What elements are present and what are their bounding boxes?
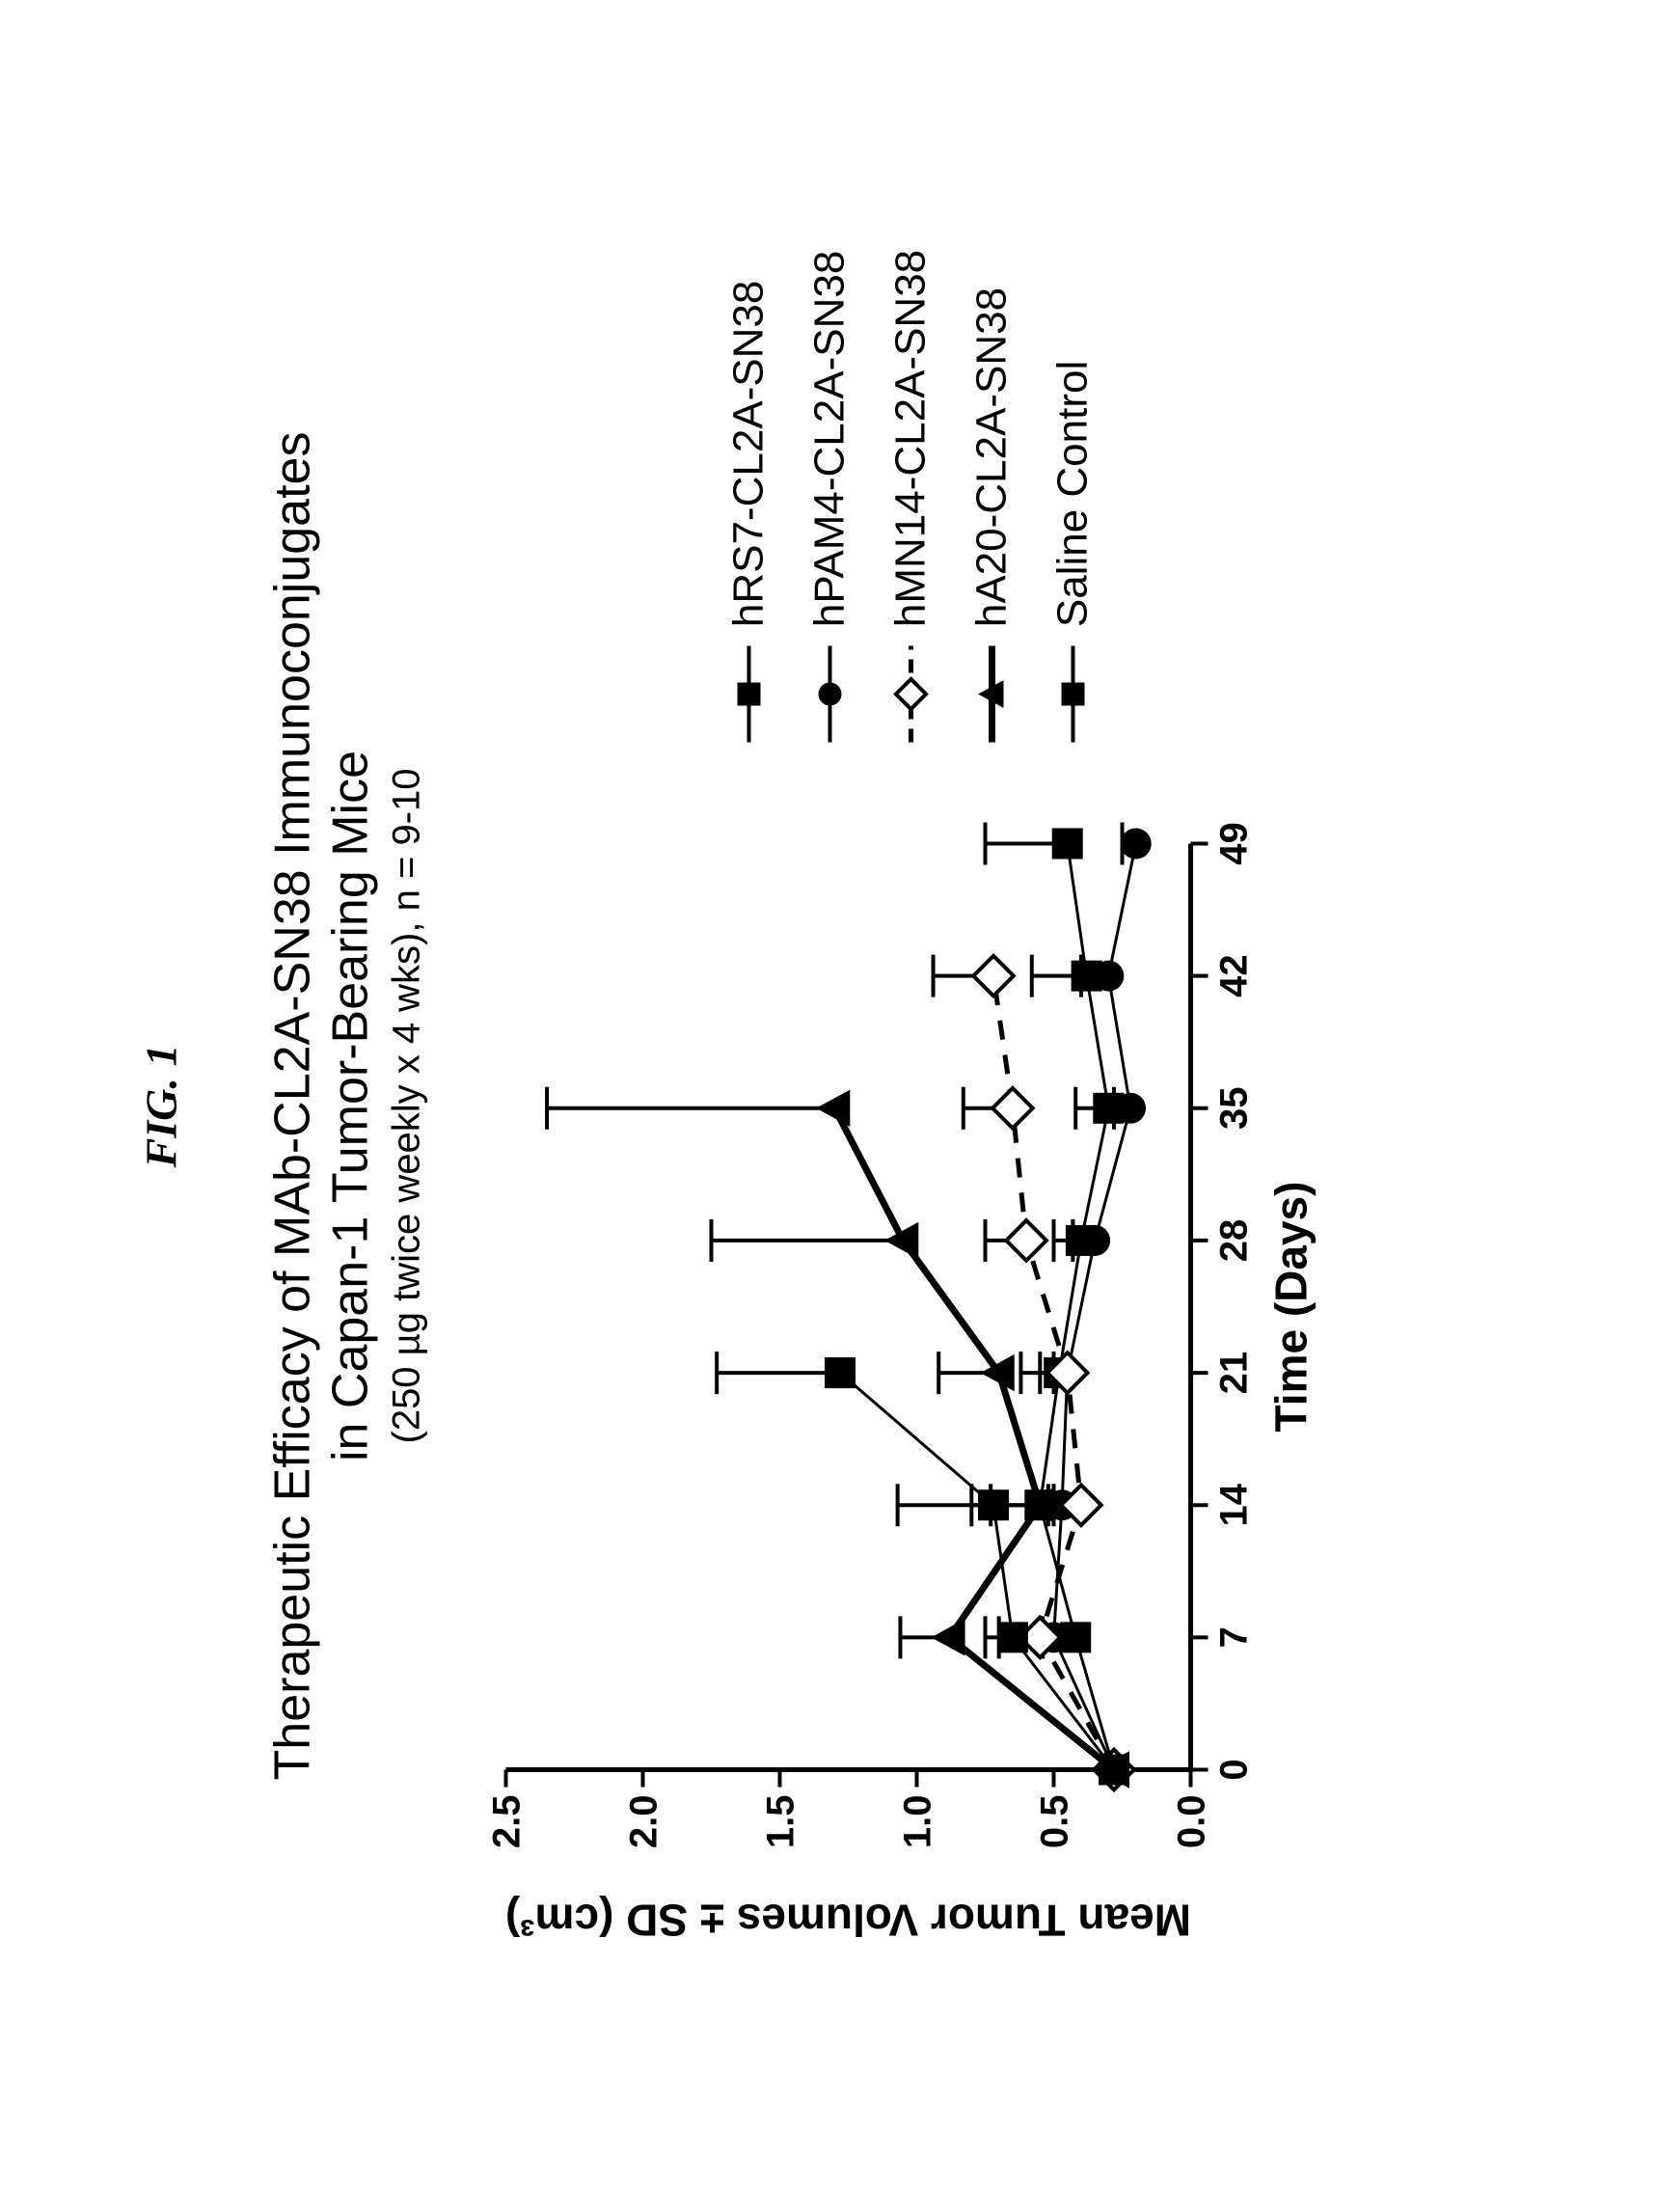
figure-label: FIG. 1: [135, 1045, 186, 1168]
legend-swatch-hPAM4: [808, 641, 851, 747]
svg-text:2.0: 2.0: [622, 1794, 665, 1848]
svg-text:28: 28: [1212, 1218, 1255, 1262]
svg-text:2.5: 2.5: [485, 1794, 528, 1848]
svg-text:1.5: 1.5: [759, 1794, 801, 1848]
chart: 0.0 0.5 1.0 1.5 2.0 2.5 0 7 14 21 28 35 42 49 Time (Da…: [476, 805, 1345, 1962]
legend-swatch-hMN14: [889, 641, 932, 747]
svg-text:49: 49: [1212, 822, 1255, 865]
plot-row: 0.0 0.5 1.0 1.5 2.0 2.5 0 7 14 21 28 35 42 49 Time (Da…: [476, 250, 1345, 1962]
svg-text:Time (Days): Time (Days): [1265, 1181, 1316, 1432]
svg-text:0.0: 0.0: [1170, 1794, 1212, 1848]
svg-text:0.5: 0.5: [1033, 1794, 1075, 1848]
series-hA20: [547, 1086, 1129, 1788]
chart-svg: 0.0 0.5 1.0 1.5 2.0 2.5 0 7 14 21 28 35 42 49 Time (Da…: [476, 805, 1345, 1962]
chart-title-line3: (250 µg twice weekly x 4 wks), n = 9-10: [385, 432, 428, 1781]
legend-swatch-hRS7: [727, 641, 770, 747]
legend-swatch-hA20: [970, 641, 1013, 747]
legend-item-hRS7: hRS7-CL2A-SN38: [724, 250, 773, 747]
svg-text:14: 14: [1212, 1483, 1255, 1526]
legend-label-hPAM4: hPAM4-CL2A-SN38: [805, 251, 854, 627]
svg-text:7: 7: [1212, 1626, 1255, 1648]
svg-text:35: 35: [1212, 1086, 1255, 1130]
svg-text:42: 42: [1212, 954, 1255, 997]
svg-text:0: 0: [1212, 1759, 1255, 1780]
legend-swatch-saline: [1051, 641, 1094, 747]
svg-text:1.0: 1.0: [896, 1794, 938, 1848]
legend-item-hA20: hA20-CL2A-SN38: [967, 250, 1016, 747]
chart-title-line2: in Capan-1 Tumor-Bearing Mice: [321, 432, 379, 1781]
svg-text:Mean Tumor Volumes ± SD (cm³): Mean Tumor Volumes ± SD (cm³): [504, 1895, 1190, 1945]
legend-item-saline: Saline Control: [1048, 250, 1097, 747]
chart-title-line1: Therapeutic Efficacy of MAb-CL2A-SN38 Im…: [263, 432, 321, 1781]
series-saline: [717, 1352, 1129, 1785]
legend-label-hA20: hA20-CL2A-SN38: [967, 287, 1016, 627]
legend-label-saline: Saline Control: [1048, 361, 1097, 627]
legend-label-hRS7: hRS7-CL2A-SN38: [724, 281, 773, 628]
chart-title-block: Therapeutic Efficacy of MAb-CL2A-SN38 Im…: [263, 432, 428, 1781]
legend-label-hMN14: hMN14-CL2A-SN38: [886, 250, 935, 627]
legend-item-hMN14: hMN14-CL2A-SN38: [886, 250, 935, 747]
legend: hRS7-CL2A-SN38 hPAM4-CL2A-SN38 hMN14-CL2A-…: [724, 250, 1097, 747]
svg-text:21: 21: [1212, 1351, 1255, 1394]
legend-item-hPAM4: hPAM4-CL2A-SN38: [805, 250, 854, 747]
